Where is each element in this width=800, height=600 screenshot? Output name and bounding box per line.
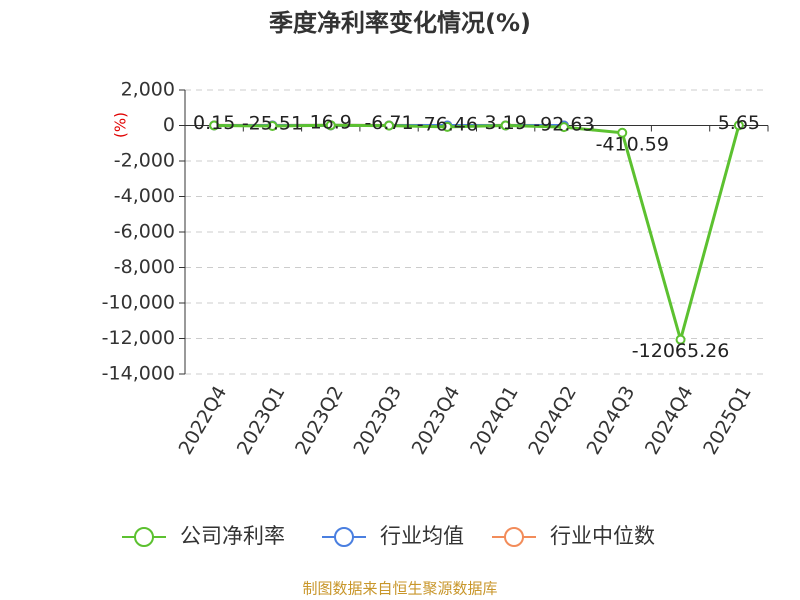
data-label: -410.59	[596, 133, 669, 155]
data-label: -76.46	[417, 113, 478, 135]
data-point	[617, 127, 628, 138]
data-label: -25.51	[242, 112, 303, 134]
data-label: 3.19	[484, 112, 526, 134]
data-label: 5.65	[718, 112, 760, 134]
data-point	[500, 120, 511, 131]
legend-label: 行业均值	[380, 524, 464, 548]
x-tick-label: 2024Q1	[466, 382, 523, 458]
legend-label: 公司净利率	[180, 524, 285, 548]
y-tick-label: -8,000	[114, 256, 175, 278]
series-line	[214, 123, 741, 346]
data-label: -12065.26	[632, 340, 730, 362]
x-tick-label: 2023Q2	[291, 382, 348, 458]
source-note: 制图数据来自恒生聚源数据库	[302, 580, 497, 598]
y-tick-label: -6,000	[114, 221, 175, 243]
x-tick-label: 2023Q4	[408, 382, 465, 458]
data-point	[267, 120, 278, 131]
x-tick-label: 2024Q2	[524, 382, 581, 458]
y-tick-label: -10,000	[102, 292, 175, 314]
data-point	[384, 120, 395, 131]
x-tick-label: 2025Q1	[699, 382, 756, 458]
legend-symbol	[134, 527, 154, 547]
data-label: 16.9	[310, 112, 352, 134]
x-tick-label: 2022Q4	[174, 382, 231, 458]
data-point	[209, 120, 220, 131]
y-tick-label: 2,000	[121, 79, 175, 101]
x-tick-label: 2024Q3	[583, 382, 640, 458]
data-point	[325, 120, 336, 131]
data-label: -6.71	[364, 112, 413, 134]
x-tick-label: 2023Q1	[233, 382, 290, 458]
y-tick-label: -2,000	[114, 150, 175, 172]
x-tick-label: 2023Q3	[349, 382, 406, 458]
x-tick-label: 2024Q4	[641, 382, 698, 458]
chart-title: 季度净利率变化情况(%)	[269, 9, 531, 37]
data-point	[675, 334, 686, 345]
data-label: -92.63	[533, 114, 594, 136]
legend-symbol	[504, 527, 524, 547]
data-label: 0.15	[193, 112, 235, 134]
y-axis-label: (%)	[112, 112, 130, 138]
legend-label: 行业中位数	[550, 524, 655, 548]
data-point	[733, 120, 744, 131]
data-point	[442, 121, 453, 132]
legend-symbol	[334, 527, 354, 547]
y-tick-label: -12,000	[102, 327, 175, 349]
y-tick-label: 0	[163, 114, 175, 136]
data-point	[558, 122, 569, 133]
y-tick-label: -14,000	[102, 363, 175, 385]
y-tick-label: -4,000	[114, 185, 175, 207]
